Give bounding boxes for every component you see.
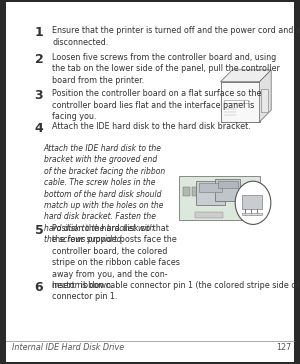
FancyBboxPatch shape: [6, 2, 294, 362]
Text: Position the controller board on a flat surface so the
controller board lies fla: Position the controller board on a flat …: [52, 89, 262, 121]
Text: 3: 3: [34, 89, 43, 102]
Circle shape: [235, 181, 271, 225]
FancyBboxPatch shape: [196, 181, 225, 205]
FancyBboxPatch shape: [199, 183, 222, 191]
FancyBboxPatch shape: [218, 181, 238, 189]
FancyBboxPatch shape: [220, 82, 260, 122]
Text: 4: 4: [34, 122, 43, 135]
FancyBboxPatch shape: [192, 187, 200, 196]
FancyBboxPatch shape: [182, 187, 190, 196]
Text: 5: 5: [34, 224, 43, 237]
Text: Loosen five screws from the controller board and, using
the tab on the lower sid: Loosen five screws from the controller b…: [52, 53, 280, 85]
FancyBboxPatch shape: [242, 213, 262, 215]
FancyBboxPatch shape: [224, 100, 248, 103]
Text: 2: 2: [34, 53, 43, 66]
Text: Attach the IDE hard disk to the hard disk bracket.: Attach the IDE hard disk to the hard dis…: [52, 122, 251, 131]
FancyBboxPatch shape: [212, 187, 219, 196]
FancyBboxPatch shape: [195, 211, 223, 218]
Text: 1: 1: [34, 26, 43, 39]
Text: Position the hard disk so that
the four support posts face the
controller board,: Position the hard disk so that the four …: [52, 224, 180, 290]
Polygon shape: [260, 70, 271, 122]
FancyBboxPatch shape: [262, 89, 268, 112]
Text: 127: 127: [276, 344, 291, 352]
FancyBboxPatch shape: [215, 179, 241, 201]
Text: Attach the IDE hard disk to the
bracket with the grooved end
of the bracket faci: Attach the IDE hard disk to the bracket …: [44, 144, 165, 244]
FancyBboxPatch shape: [221, 187, 229, 196]
FancyBboxPatch shape: [247, 185, 257, 211]
FancyBboxPatch shape: [242, 195, 262, 209]
Polygon shape: [220, 70, 271, 82]
Text: Insert ribbon cable connector pin 1 (the colored stripe side of the cable) in ha: Insert ribbon cable connector pin 1 (the…: [52, 281, 300, 301]
Text: Ensure that the printer is turned off and the power cord and all interface cable: Ensure that the printer is turned off an…: [52, 26, 300, 47]
FancyBboxPatch shape: [257, 187, 260, 211]
FancyBboxPatch shape: [178, 176, 260, 221]
Text: Internal IDE Hard Disk Drive: Internal IDE Hard Disk Drive: [12, 344, 124, 352]
FancyBboxPatch shape: [202, 187, 209, 196]
Text: 6: 6: [34, 281, 43, 294]
